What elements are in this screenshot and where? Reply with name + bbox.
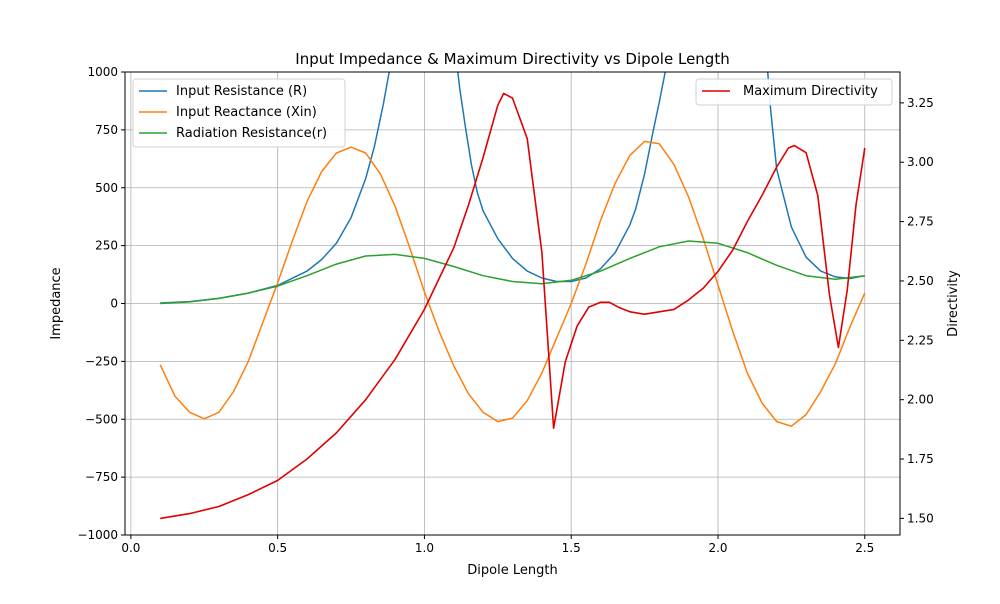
legend-label: Input Resistance (R) xyxy=(176,84,307,99)
y2-tick-label: 1.50 xyxy=(907,511,934,525)
y-axis-label: Impedance xyxy=(49,267,64,339)
x-tick-label: 2.0 xyxy=(708,541,727,555)
y-tick-label: −500 xyxy=(85,412,118,426)
series-line-2 xyxy=(160,240,865,305)
y-tick-label: 0 xyxy=(110,297,118,311)
y2-tick-label: 1.75 xyxy=(907,452,934,466)
y2-tick-label: 2.75 xyxy=(907,215,934,229)
legend-left-box xyxy=(132,78,346,148)
y-tick-label: 1000 xyxy=(87,65,118,79)
y2-tick-label: 2.25 xyxy=(907,333,934,347)
series-line-1 xyxy=(159,140,866,427)
legend-right: Maximum Directivity xyxy=(695,78,893,106)
y2-axis-label: Directivity xyxy=(946,270,961,337)
legend-label: Maximum Directivity xyxy=(743,84,878,99)
x-tick-label: 1.5 xyxy=(562,541,581,555)
series-line-3 xyxy=(160,92,866,520)
y-tick-label: −250 xyxy=(85,354,118,368)
x-tick-label: 2.5 xyxy=(855,541,874,555)
x-axis-label: Dipole Length xyxy=(467,563,557,578)
legend-left: Input Resistance (R) Input Reactance (Xin… xyxy=(132,78,346,148)
y2-tick-label: 2.00 xyxy=(907,393,934,407)
y-axis-ticks: −1000 −750 −500 −250 0 250 500 750 1000 xyxy=(77,65,125,542)
y2-tick-label: 3.00 xyxy=(907,155,934,169)
legend-label: Input Reactance (Xin) xyxy=(176,105,317,120)
legend-right-box xyxy=(695,78,893,106)
x-axis-ticks: 0.0 0.5 1.0 1.5 2.0 2.5 xyxy=(121,535,874,555)
y2-tick-label: 2.50 xyxy=(907,274,934,288)
x-tick-label: 0.5 xyxy=(268,541,287,555)
y-tick-label: 250 xyxy=(95,239,118,253)
x-tick-label: 0.0 xyxy=(121,541,140,555)
legend-label: Radiation Resistance(r) xyxy=(176,126,327,141)
chart-title: Input Impedance & Maximum Directivity vs… xyxy=(295,50,729,68)
y2-axis-ticks: 1.50 1.75 2.00 2.25 2.50 2.75 3.00 3.25 xyxy=(900,96,934,525)
x-tick-label: 1.0 xyxy=(415,541,434,555)
y-tick-label: −750 xyxy=(85,470,118,484)
y-tick-label: −1000 xyxy=(77,528,118,542)
y2-tick-label: 3.25 xyxy=(907,96,934,110)
y-tick-label: 750 xyxy=(95,123,118,137)
y-tick-label: 500 xyxy=(95,181,118,195)
